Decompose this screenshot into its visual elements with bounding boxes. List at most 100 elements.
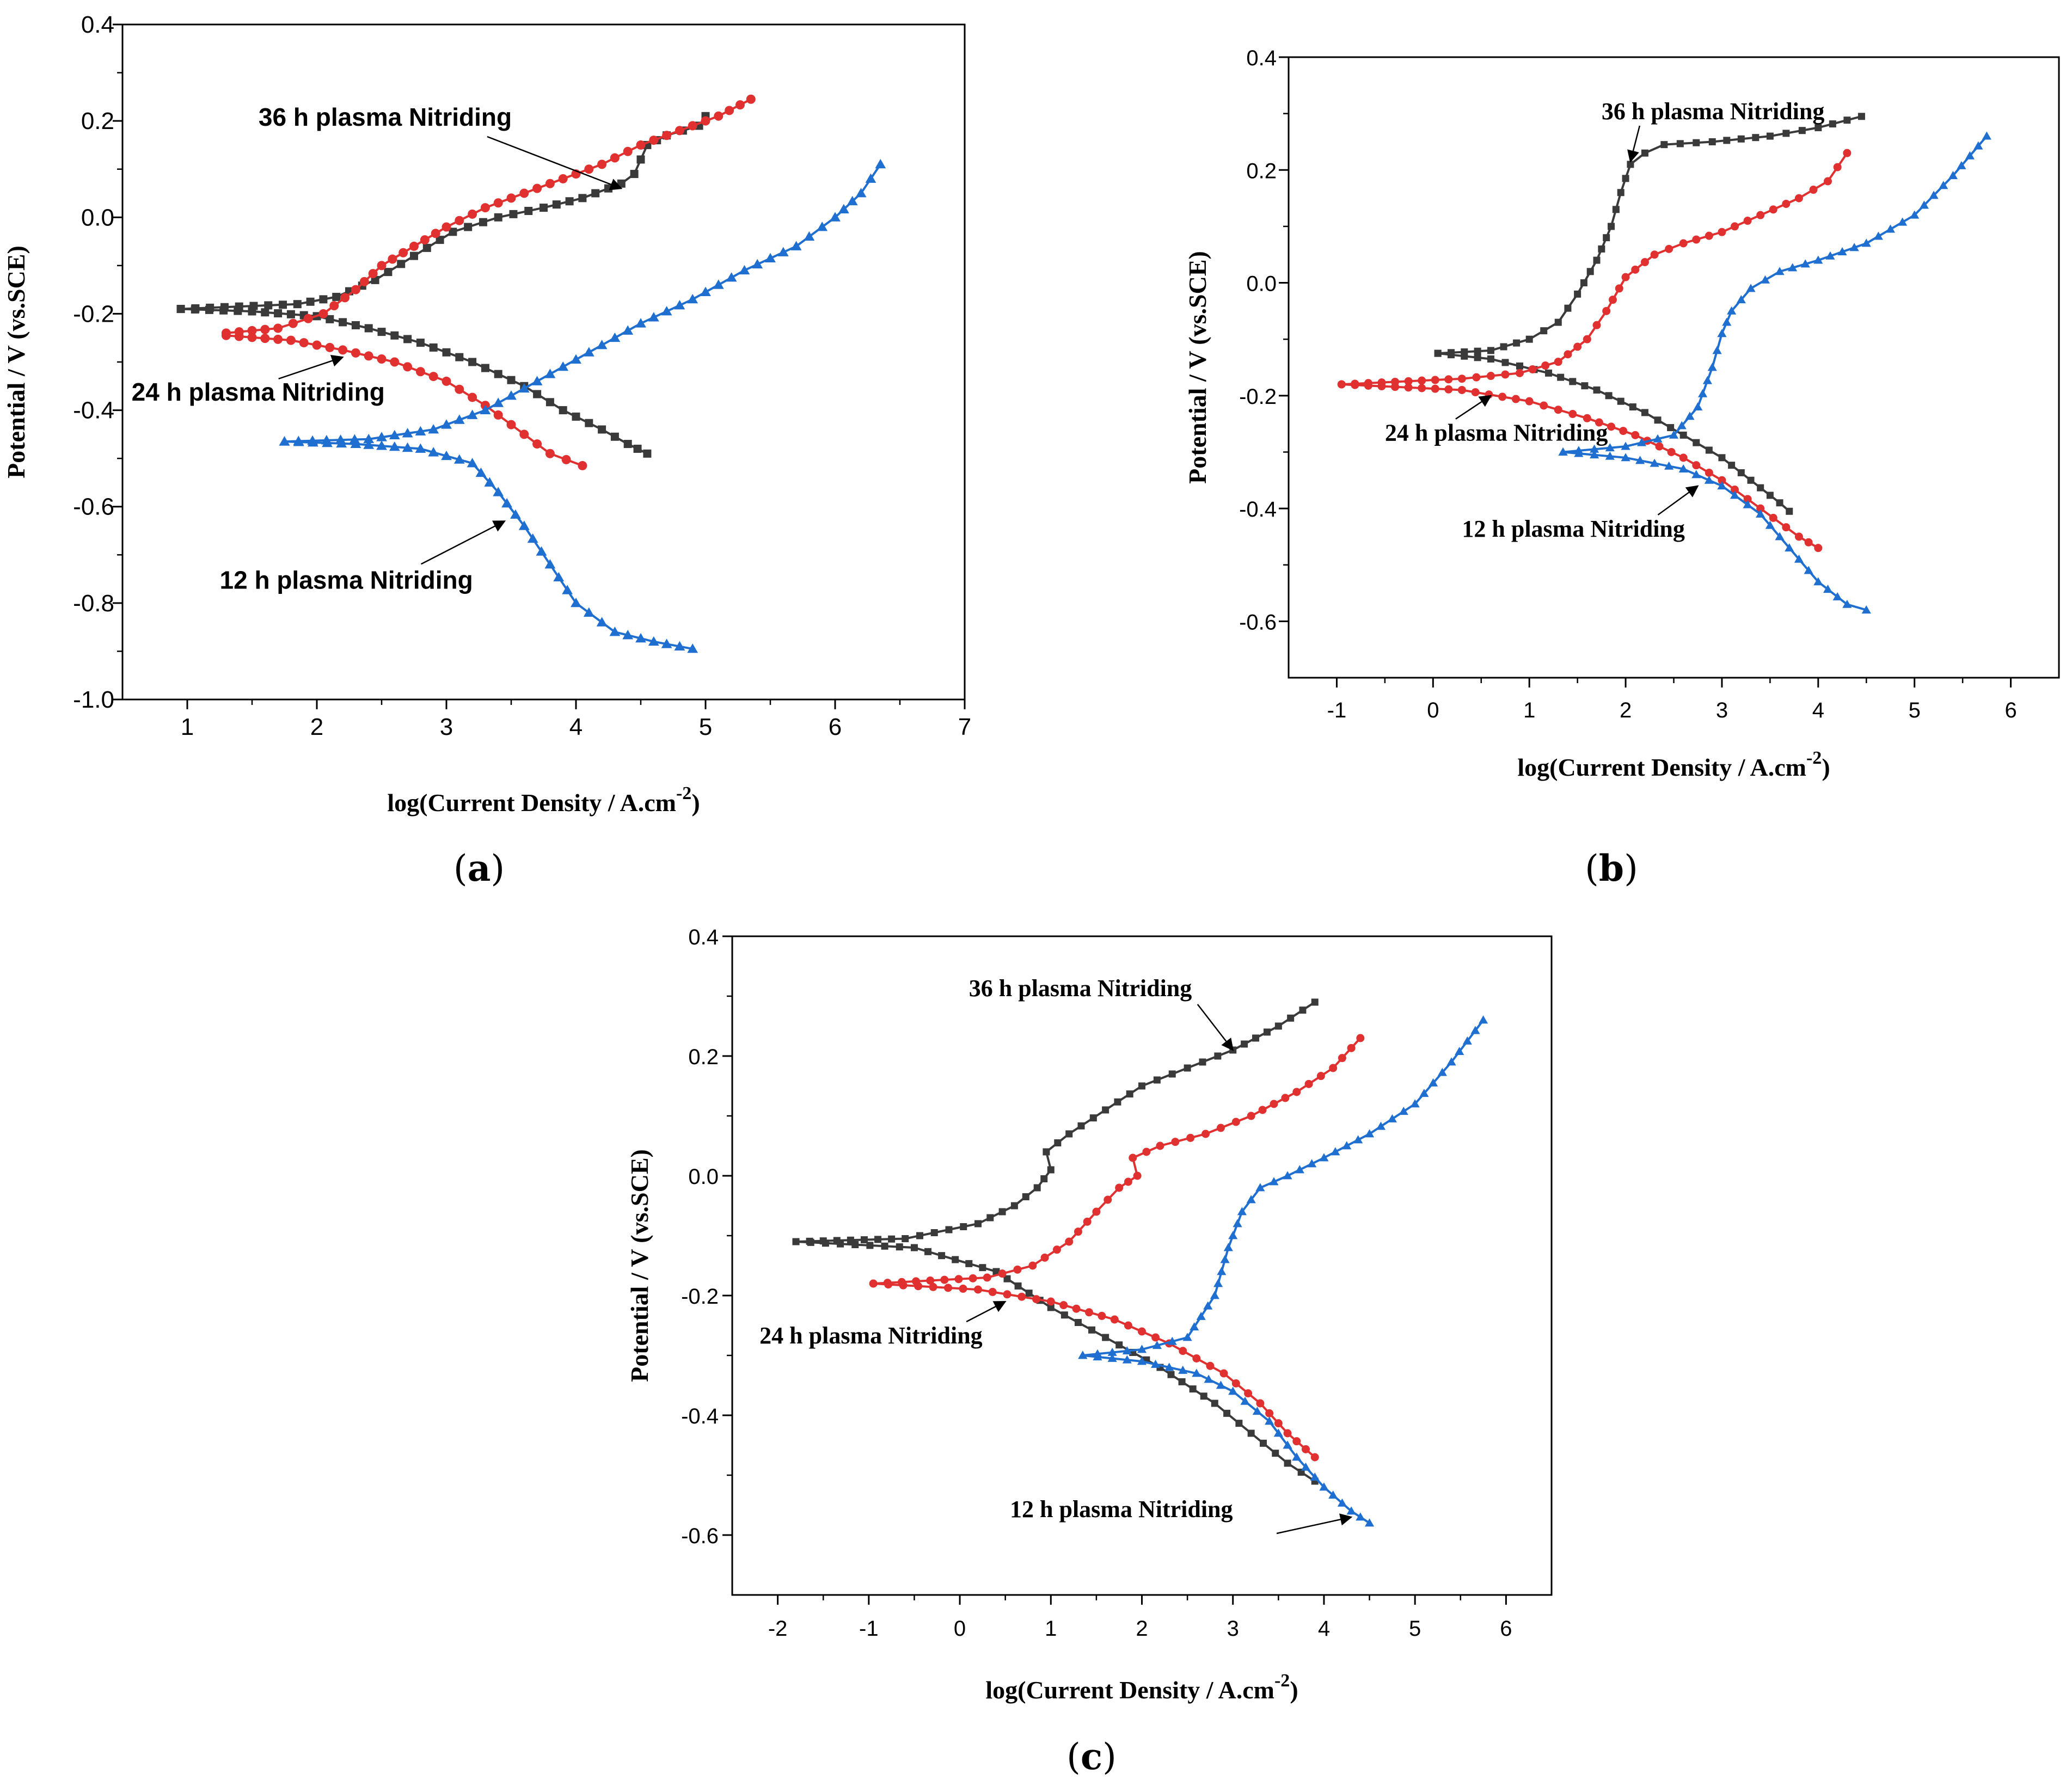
data-point [1025, 1290, 1033, 1297]
data-point [1040, 1175, 1048, 1182]
data-point [739, 265, 750, 275]
data-point [402, 442, 413, 452]
data-point [687, 293, 698, 304]
data-point [630, 170, 639, 179]
data-point [1487, 347, 1494, 354]
data-point [1665, 244, 1673, 253]
data-point [1727, 306, 1737, 315]
data-point [388, 254, 397, 264]
data-point [506, 193, 516, 203]
data-point [1444, 385, 1453, 394]
data-point [1237, 1207, 1247, 1216]
data-point [1766, 492, 1774, 499]
data-point [1939, 181, 1948, 189]
data-point [578, 194, 587, 202]
data-point [1347, 1044, 1356, 1052]
data-point [1364, 1518, 1375, 1527]
data-point [248, 307, 256, 316]
data-point [1328, 1490, 1338, 1499]
data-point [312, 340, 322, 350]
data-point [633, 444, 642, 453]
data-point [260, 334, 270, 343]
data-point [661, 639, 672, 648]
data-point [1104, 1195, 1112, 1204]
data-point [1138, 1082, 1145, 1090]
data-point [583, 607, 594, 617]
data-point [1446, 1057, 1456, 1066]
data-point [1752, 134, 1760, 142]
x-tick-label: 1 [1045, 1617, 1057, 1641]
data-point [1137, 1345, 1147, 1353]
panel-a-label: (a) [453, 847, 505, 889]
data-point [1189, 1385, 1197, 1393]
data-point [1457, 375, 1466, 383]
data-point [429, 343, 438, 352]
data-point [1667, 447, 1676, 456]
data-point [544, 559, 556, 569]
data-point [205, 305, 213, 314]
data-point [584, 164, 594, 174]
data-point [493, 487, 504, 496]
data-point [1462, 1036, 1472, 1045]
data-point [436, 236, 444, 244]
data-point [1861, 238, 1871, 247]
data-point [1842, 599, 1852, 608]
data-point [591, 189, 600, 198]
data-point [649, 136, 659, 145]
data-point [1418, 384, 1426, 392]
data-point [1769, 205, 1777, 214]
data-point [318, 309, 328, 318]
data-point [428, 372, 438, 382]
data-point [1269, 1177, 1279, 1186]
data-point [1192, 1368, 1201, 1377]
data-point [1858, 113, 1865, 120]
data-point [1705, 468, 1713, 477]
data-point [1319, 1482, 1329, 1491]
data-point [1088, 1326, 1096, 1334]
data-point [1281, 1094, 1290, 1102]
data-point [363, 433, 375, 444]
series-annotation: 24 h plasma Nitriding [759, 1322, 983, 1349]
data-point [1167, 1371, 1175, 1378]
series-annotation: 36 h plasma Nitriding [259, 103, 512, 131]
data-point [1228, 1386, 1238, 1395]
x-tick-label: -1 [1327, 698, 1347, 722]
data-point [1824, 177, 1832, 186]
data-point [1540, 327, 1548, 335]
data-point [1190, 1322, 1199, 1331]
data-point [1124, 1177, 1132, 1186]
data-point [1558, 447, 1568, 456]
data-point [1156, 1141, 1164, 1150]
data-point [1829, 120, 1836, 128]
data-point [1615, 284, 1623, 293]
data-point [1273, 1428, 1283, 1437]
y-axis-title: Potential / V (vs.SCE) [1184, 251, 1211, 484]
data-point [1697, 389, 1708, 397]
data-point [1554, 406, 1562, 414]
data-point [1511, 395, 1520, 403]
series-annotation: 36 h plasma Nitriding [1602, 98, 1825, 125]
data-point [1220, 1255, 1230, 1263]
cathodic-branch-line [284, 440, 693, 650]
data-point [1677, 421, 1687, 429]
data-point [1809, 186, 1818, 194]
anodic-branch-line [1082, 1019, 1485, 1357]
data-point [1692, 235, 1701, 244]
data-point [557, 361, 569, 371]
y-tick-label: -0.4 [1239, 498, 1277, 521]
data-point [1316, 1072, 1325, 1081]
data-point [1629, 403, 1636, 411]
x-tick-label: 7 [958, 714, 971, 740]
data-point [1231, 1118, 1240, 1126]
data-point [531, 376, 543, 385]
data-point [1376, 1121, 1386, 1130]
y-tick-label: 0.0 [81, 204, 114, 231]
data-point [1356, 1512, 1365, 1521]
y-tick-label: -0.2 [681, 1285, 719, 1309]
data-point [1203, 1301, 1213, 1310]
data-point [527, 533, 538, 543]
data-point [1364, 381, 1372, 390]
anodic-branch-line [1341, 152, 1848, 386]
data-point [1098, 1311, 1106, 1320]
data-point [1240, 1396, 1250, 1405]
